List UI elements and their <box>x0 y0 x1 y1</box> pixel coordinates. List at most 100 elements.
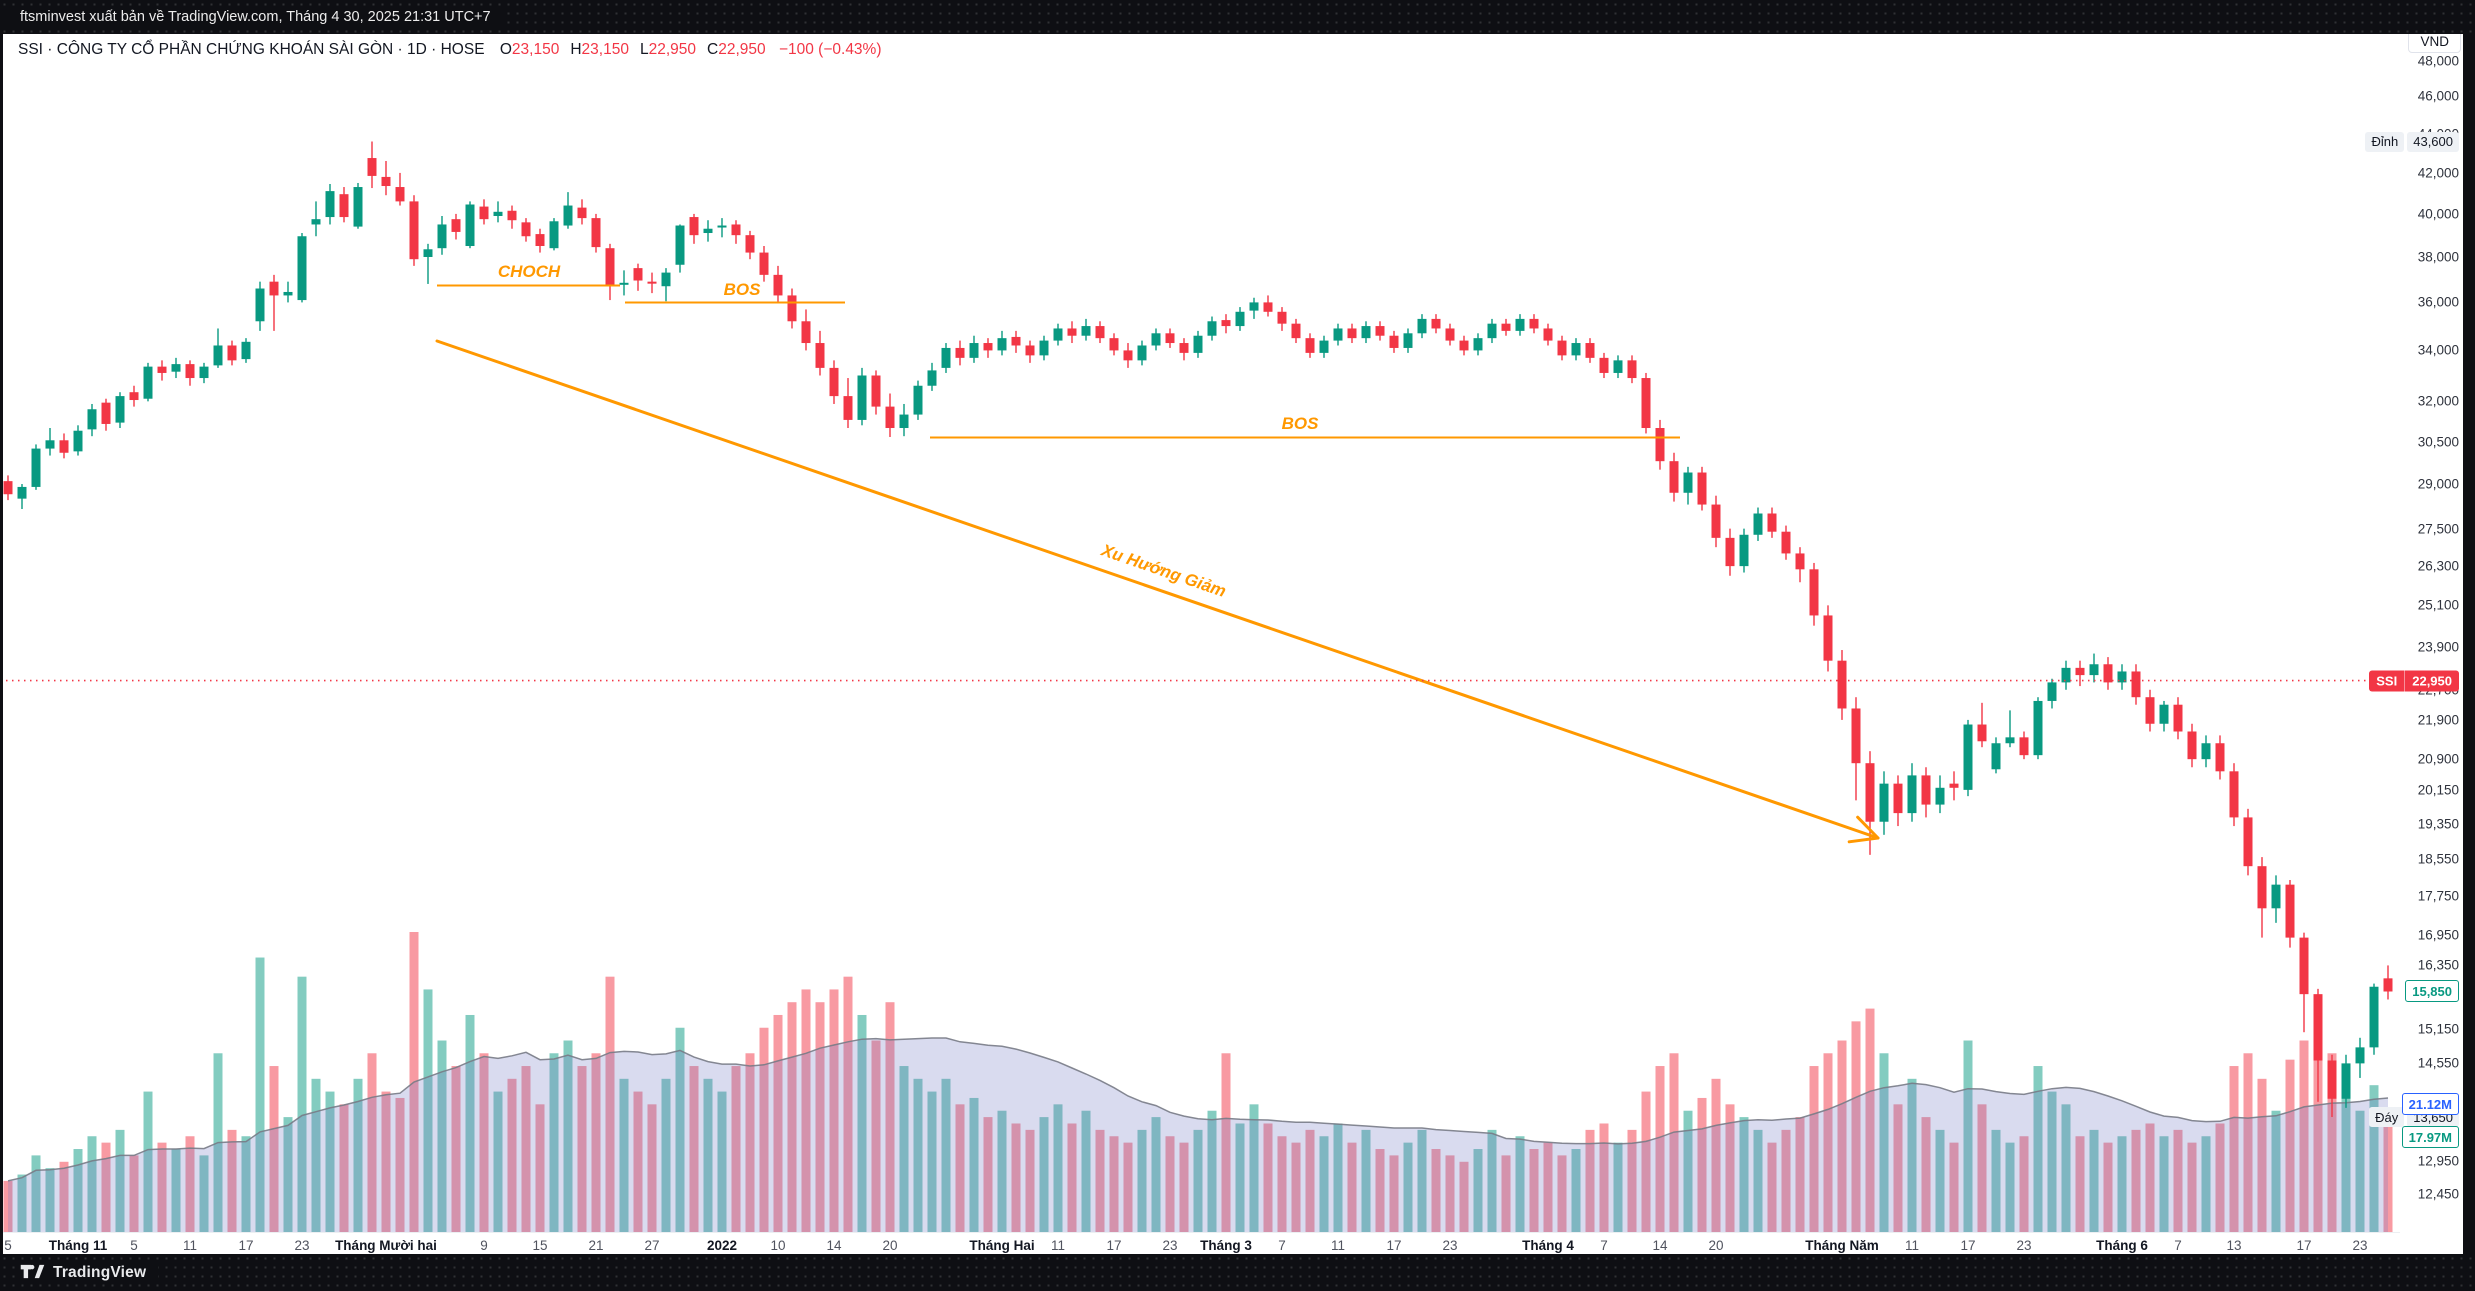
time-tick: 13 <box>2226 1238 2242 1253</box>
candle <box>2243 817 2253 867</box>
volume-bar <box>1837 1040 1847 1232</box>
candle <box>101 402 111 424</box>
volume-bar <box>1571 1149 1581 1232</box>
volume-bar <box>1375 1149 1385 1232</box>
candle <box>423 249 433 257</box>
tradingview-brand-text: TradingView <box>53 1263 147 1281</box>
volume-bar <box>1921 1117 1931 1232</box>
candle <box>1473 338 1483 351</box>
price-tick: 40,000 <box>2417 206 2459 222</box>
volume-bar <box>395 1097 405 1232</box>
candle <box>1123 350 1133 361</box>
volume-bar <box>2075 1136 2085 1232</box>
volume-bar <box>1165 1136 1175 1232</box>
volume-bar <box>437 1040 447 1232</box>
volume-bar <box>1361 1129 1371 1232</box>
time-tick: 17 <box>1386 1238 1402 1253</box>
volume-bar <box>31 1155 41 1232</box>
price-tick: 32,000 <box>2417 393 2459 409</box>
candle <box>45 440 55 449</box>
candle <box>1655 428 1665 462</box>
trend-line <box>435 339 1880 840</box>
candle <box>1403 333 1413 348</box>
currency-button[interactable]: VND <box>2408 30 2461 53</box>
time-tick: 10 <box>770 1238 786 1253</box>
volume-bar <box>1193 1129 1203 1232</box>
volume-bar <box>157 1142 167 1232</box>
tradingview-brand[interactable]: TradingView <box>20 1263 159 1282</box>
volume-bar <box>759 1027 769 1232</box>
volume-bar <box>73 1149 83 1232</box>
candle <box>1053 328 1063 341</box>
volume-bar <box>2019 1136 2029 1232</box>
candle <box>955 347 965 358</box>
volume-bar <box>297 976 307 1232</box>
volume-bar <box>1123 1142 1133 1232</box>
candle <box>115 396 125 423</box>
volume-bar <box>2243 1053 2253 1232</box>
volume-bar <box>2229 1066 2239 1232</box>
volume-bar <box>1585 1129 1595 1232</box>
chart-header[interactable]: SSI · CÔNG TY CỔ PHẦN CHỨNG KHOÁN SÀI GÒ… <box>18 41 882 59</box>
time-axis[interactable]: 5 Tháng 11 5 11 17 23 Tháng Mười hai 9 15 21 27 202… <box>0 1232 2400 1256</box>
ohlc-value: 23,150 <box>581 41 629 58</box>
volume-bar <box>521 1066 531 1232</box>
candle <box>577 207 587 219</box>
candle <box>2145 697 2155 724</box>
bottom-marker-label: Đáy <box>2369 1107 2405 1128</box>
volume-bar <box>661 1078 671 1232</box>
candle <box>1529 318 1539 329</box>
time-tick: 7 <box>1600 1238 1608 1253</box>
candle <box>2271 884 2281 909</box>
time-tick: 23 <box>2016 1238 2032 1253</box>
volume-bar <box>1865 1008 1875 1232</box>
candle <box>1991 743 2001 770</box>
price-tick: 16,350 <box>2417 957 2459 973</box>
price-axis[interactable]: 48,00046,00044,00042,00040,00038,00036,0… <box>2365 0 2463 1232</box>
candle <box>87 409 97 430</box>
volume-bar <box>1823 1053 1833 1232</box>
candle <box>521 222 531 237</box>
candle <box>1025 345 1035 356</box>
symbol-title[interactable]: SSI · CÔNG TY CỔ PHẦN CHỨNG KHOÁN SÀI GÒ… <box>18 41 485 58</box>
time-tick: 9 <box>480 1238 488 1253</box>
price-tick: 23,900 <box>2417 639 2459 654</box>
candle <box>2257 866 2267 909</box>
candle <box>2229 771 2239 818</box>
candle <box>2355 1047 2365 1064</box>
symbol-price-symbol: SSI <box>2369 670 2406 692</box>
candle <box>1375 326 1385 336</box>
volume-bar <box>941 1078 951 1232</box>
candle <box>255 288 265 322</box>
volume-bar <box>2299 1040 2309 1232</box>
candle <box>633 268 643 281</box>
volume-bar <box>2341 1097 2351 1232</box>
price-tick: 27,500 <box>2417 521 2459 537</box>
volume-bar <box>2215 1123 2225 1232</box>
candle <box>787 295 797 322</box>
volume-bar <box>745 1053 755 1232</box>
price-tick: 26,300 <box>2417 558 2459 574</box>
volume-bar <box>1417 1129 1427 1232</box>
time-tick: 15 <box>532 1238 548 1253</box>
candle <box>1669 461 1679 493</box>
volume-bar <box>101 1142 111 1232</box>
candle <box>647 281 657 284</box>
candle <box>1781 531 1791 554</box>
candle <box>493 211 503 217</box>
candle <box>1039 340 1049 356</box>
time-tick: 20 <box>882 1238 898 1253</box>
candle <box>675 225 685 265</box>
volume-bar <box>703 1078 713 1232</box>
candle <box>1277 311 1287 324</box>
time-tick: 11 <box>1904 1238 1920 1253</box>
candle <box>381 176 391 187</box>
volume-ma-label: 21.12M <box>2401 1093 2459 1115</box>
time-tick: 23 <box>1442 1238 1458 1253</box>
candle <box>563 205 573 226</box>
volume-bar <box>969 1097 979 1232</box>
time-tick: Tháng Hai <box>969 1238 1035 1253</box>
volume-bar <box>1221 1053 1231 1232</box>
time-tick: 14 <box>1652 1238 1668 1253</box>
